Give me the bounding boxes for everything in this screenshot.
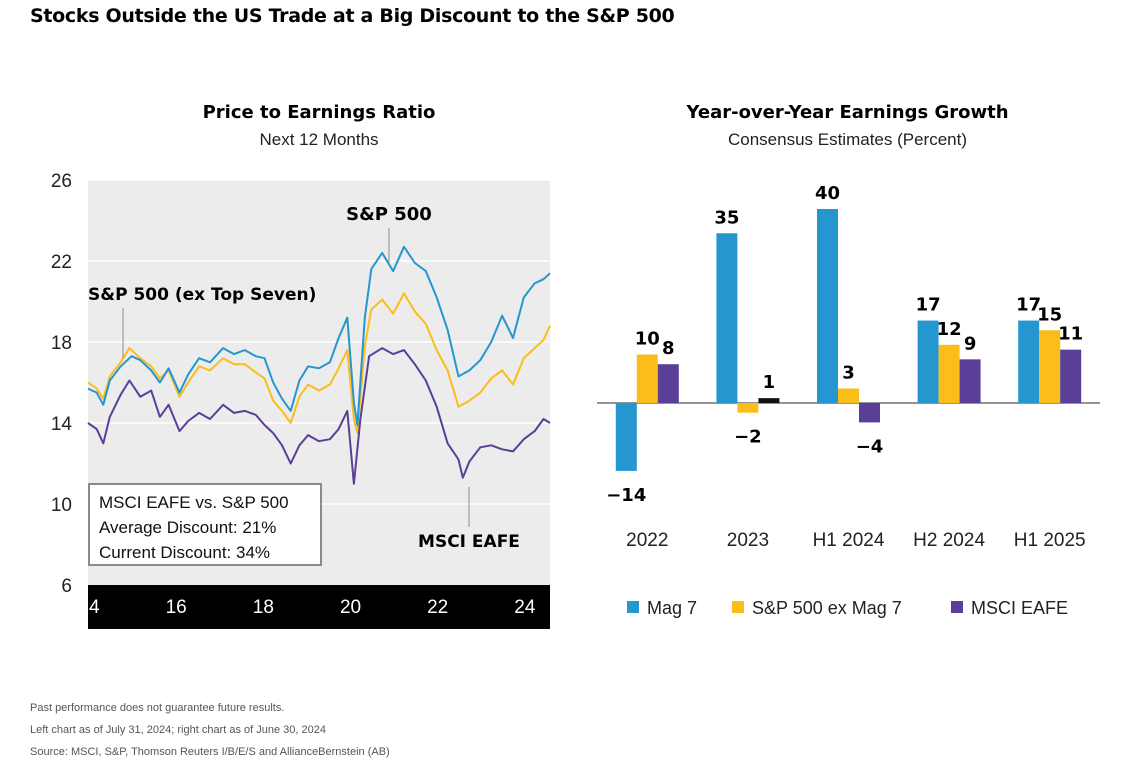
y-tick-label: 6 xyxy=(61,576,72,597)
bar-sp500 xyxy=(615,403,637,471)
bar-sp500_ex xyxy=(1039,330,1061,403)
series-line-msci xyxy=(87,347,551,485)
bar-msci xyxy=(1060,349,1082,403)
y-tick-label: 18 xyxy=(51,333,72,354)
bar-value-label: 12 xyxy=(937,319,962,340)
footnote-dates: Left chart as of July 31, 2024; right ch… xyxy=(30,724,326,736)
x-tick-label: 20 xyxy=(340,597,361,618)
label-sp500-ex: S&P 500 (ex Top Seven) xyxy=(88,285,316,305)
bar-value-label: 8 xyxy=(662,338,675,359)
y-tick-label: 26 xyxy=(51,171,72,192)
category-label: H2 2024 xyxy=(913,530,985,551)
footnote-disclaimer: Past performance does not guarantee futu… xyxy=(30,702,285,714)
bar-sp500_ex xyxy=(938,344,960,403)
discount-box-line-1: MSCI EAFE vs. S&P 500 xyxy=(99,493,289,512)
discount-box: MSCI EAFE vs. S&P 500 Average Discount: … xyxy=(88,483,322,566)
discount-box-line-3: Current Discount: 34% xyxy=(99,543,271,562)
legend-swatch-msci xyxy=(951,601,963,613)
bar-value-label: 10 xyxy=(635,329,660,350)
x-tick-label: 16 xyxy=(166,597,187,618)
label-sp500: S&P 500 xyxy=(346,204,432,225)
y-tick-label: 10 xyxy=(51,495,72,516)
y-tick-label: 14 xyxy=(51,414,73,435)
bar-value-label: −2 xyxy=(734,427,762,448)
left-chart-title: Price to Earnings Ratio xyxy=(202,102,436,123)
x-tick-label: 14 xyxy=(78,597,100,618)
bar-msci xyxy=(758,398,780,403)
right-chart-title: Year-over-Year Earnings Growth xyxy=(686,102,1009,123)
category-label: H1 2024 xyxy=(813,530,885,551)
x-axis-band xyxy=(88,585,550,629)
bar-sp500 xyxy=(817,209,838,403)
legend-label-sp500: Mag 7 xyxy=(647,598,697,618)
legend-swatch-sp500_ex xyxy=(732,601,744,613)
category-label: H1 2025 xyxy=(1014,530,1086,551)
bar-sp500_ex xyxy=(838,388,859,403)
bar-value-label: 17 xyxy=(1016,295,1041,316)
bar-value-label: −14 xyxy=(606,485,646,506)
bar-sp500_ex xyxy=(636,354,658,403)
legend-label-sp500_ex: S&P 500 ex Mag 7 xyxy=(752,598,902,618)
bar-msci xyxy=(959,359,981,403)
page-title: Stocks Outside the US Trade at a Big Dis… xyxy=(30,5,675,27)
legend-label-msci: MSCI EAFE xyxy=(971,598,1068,618)
bar-value-label: 1 xyxy=(763,372,776,393)
bar-sp500 xyxy=(1018,320,1040,403)
bar-value-label: 9 xyxy=(964,333,977,354)
y-tick-label: 22 xyxy=(51,252,72,273)
series-line-sp500_ex xyxy=(87,292,551,435)
x-tick-label: 22 xyxy=(427,597,448,618)
right-chart-subtitle: Consensus Estimates (Percent) xyxy=(727,130,968,149)
left-chart-subtitle: Next 12 Months xyxy=(259,130,379,149)
category-label: 2023 xyxy=(727,530,769,551)
category-label: 2022 xyxy=(626,530,668,551)
x-tick-label: 18 xyxy=(253,597,274,618)
series-line-sp500 xyxy=(87,245,551,426)
bar-msci xyxy=(859,403,880,423)
bar-value-label: 40 xyxy=(815,183,840,204)
discount-box-line-2: Average Discount: 21% xyxy=(99,518,277,537)
bar-value-label: 11 xyxy=(1058,324,1083,345)
bar-value-label: −4 xyxy=(856,436,884,457)
bar-value-label: 35 xyxy=(714,207,739,228)
x-tick-label: 24 xyxy=(514,597,536,618)
bar-sp500 xyxy=(917,320,939,403)
bar-value-label: 15 xyxy=(1037,304,1062,325)
legend-swatch-sp500 xyxy=(627,601,639,613)
bar-value-label: 3 xyxy=(842,362,855,383)
footnote-source: Source: MSCI, S&P, Thomson Reuters I/B/E… xyxy=(30,746,390,758)
bar-value-label: 17 xyxy=(916,295,941,316)
bar-msci xyxy=(657,364,679,403)
label-msci: MSCI EAFE xyxy=(418,532,520,552)
bar-sp500_ex xyxy=(737,403,759,413)
bar-sp500 xyxy=(716,233,738,403)
